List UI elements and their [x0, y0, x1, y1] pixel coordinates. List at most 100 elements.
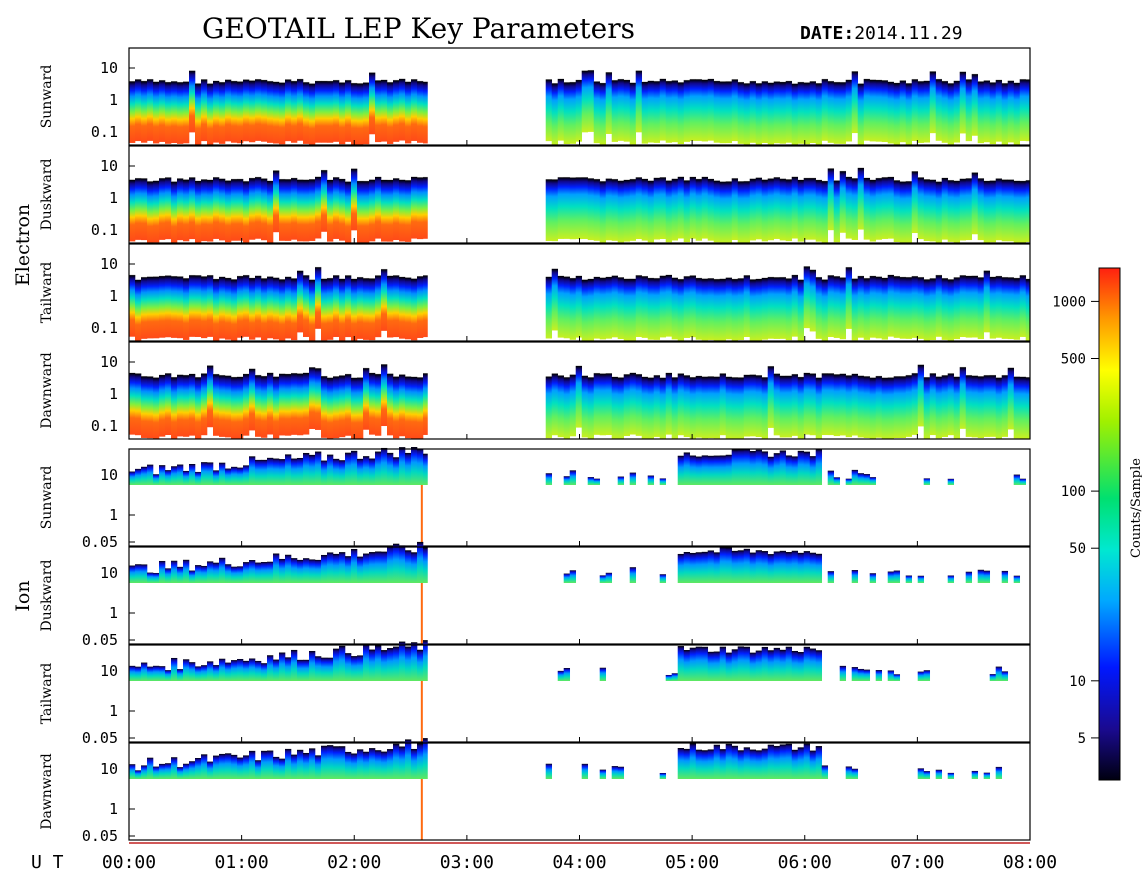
spectrogram-column — [219, 658, 226, 681]
spectrogram-column — [821, 248, 829, 342]
spectrogram-column — [653, 246, 661, 340]
spectrogram-column — [779, 450, 787, 485]
spectrogram-column — [309, 559, 316, 583]
spectrogram-column — [743, 747, 751, 779]
spectrogram-column — [923, 771, 931, 779]
spectrogram-column — [249, 658, 256, 681]
spectrogram-column — [689, 647, 697, 681]
spectrogram-column — [647, 149, 655, 243]
spectrogram-column — [153, 245, 160, 339]
spectrogram-column — [291, 558, 298, 583]
spectrogram-column — [261, 663, 268, 681]
spectrogram-column — [569, 470, 577, 485]
date-label: DATE:2014.11.29 — [800, 23, 963, 44]
spectrogram-column — [255, 145, 262, 239]
spectrogram-column — [707, 455, 715, 485]
spectrogram-column — [647, 246, 655, 340]
spectrogram-column — [611, 48, 619, 142]
spectrogram-column — [231, 566, 238, 583]
spectrogram-column — [315, 451, 322, 485]
spectrogram-column — [153, 50, 160, 144]
spectrogram-column — [905, 343, 913, 437]
spectrogram-column — [785, 344, 793, 438]
spectrogram-column — [851, 342, 859, 436]
spectrogram-column — [315, 145, 322, 239]
spectrogram-column — [411, 552, 418, 583]
chart-title: GEOTAIL LEP Key Parameters — [202, 12, 635, 45]
spectrogram-column — [725, 652, 733, 681]
spectrogram-column — [965, 48, 973, 142]
spectrogram-column — [285, 554, 292, 583]
spectrogram-column — [989, 674, 997, 681]
spectrogram-column — [845, 145, 853, 239]
spectrogram-column — [917, 49, 925, 143]
spectrogram-column — [219, 343, 226, 437]
spectrogram-column — [791, 342, 799, 436]
spectrogram-column — [761, 246, 769, 340]
spectrogram-column — [593, 341, 601, 435]
spectrogram-column — [195, 565, 202, 583]
spectrogram-column — [363, 751, 370, 779]
spectrogram-column — [809, 342, 817, 436]
spectrogram-column — [965, 244, 973, 338]
spectrogram-column — [755, 650, 763, 681]
spectrogram-column — [701, 145, 709, 239]
spectrogram-column — [629, 51, 637, 145]
spectrogram-column — [557, 344, 565, 438]
spectrogram-column — [399, 641, 406, 681]
spectrogram-column — [315, 656, 322, 681]
spectrogram-column — [411, 145, 418, 239]
spectrogram-column — [851, 247, 859, 341]
spectrogram-column — [947, 575, 955, 583]
spectrogram-column — [363, 51, 370, 145]
y-tick-label: 1 — [109, 91, 118, 109]
spectrogram-column — [273, 246, 280, 340]
spectrogram-column — [959, 40, 967, 134]
spectrogram-column — [785, 743, 793, 779]
spectrogram-column — [581, 344, 589, 438]
spectrogram-column — [869, 48, 877, 142]
spectrogram-column — [309, 52, 316, 146]
spectrogram-column — [881, 145, 889, 239]
x-tick-label: 06:00 — [778, 852, 832, 873]
panel-direction-label: Tailward — [39, 262, 55, 324]
spectrogram-column — [387, 749, 394, 779]
spectrogram-column — [803, 646, 811, 681]
panel-ion-duskward: Duskward 10 1 0.05 — [39, 541, 1031, 649]
y-tick-label: 10 — [100, 353, 118, 371]
spectrogram-column — [953, 149, 961, 243]
spectrogram-column — [243, 755, 250, 779]
spectrogram-column — [315, 336, 322, 430]
x-tick-label: 05:00 — [665, 852, 719, 873]
spectrogram-column — [713, 149, 721, 243]
spectrogram-column — [743, 548, 751, 583]
spectrogram-column — [1025, 345, 1031, 439]
spectrogram-column — [231, 466, 238, 485]
y-tick-label: 0.1 — [91, 123, 118, 141]
spectrogram-column — [177, 343, 184, 437]
spectrogram-column — [177, 669, 184, 681]
spectrogram-column — [773, 647, 781, 681]
spectrogram-column — [857, 136, 865, 230]
spectrogram-column — [339, 147, 346, 241]
spectrogram-column — [587, 247, 595, 341]
spectrogram-column — [659, 146, 667, 240]
spectrogram-column — [405, 452, 412, 485]
spectrogram-column — [393, 244, 400, 338]
spectrogram-column — [707, 749, 715, 779]
spectrogram-column — [273, 756, 280, 779]
spectrogram-column — [791, 52, 799, 146]
spectrogram-column — [767, 245, 775, 339]
spectrogram-column — [345, 653, 352, 681]
spectrogram-column — [731, 346, 739, 440]
spectrogram-column — [159, 146, 166, 240]
spectrogram-column — [701, 345, 709, 439]
spectrogram-column — [423, 244, 428, 338]
spectrogram-column — [875, 146, 883, 240]
spectrogram-column — [243, 48, 250, 142]
panel-electron-tailward: Tailward 10 1 0.1 — [39, 235, 1031, 342]
spectrogram-column — [249, 750, 256, 779]
spectrogram-column — [333, 243, 340, 337]
spectrogram-column — [845, 478, 853, 485]
spectrogram-column — [755, 247, 763, 341]
